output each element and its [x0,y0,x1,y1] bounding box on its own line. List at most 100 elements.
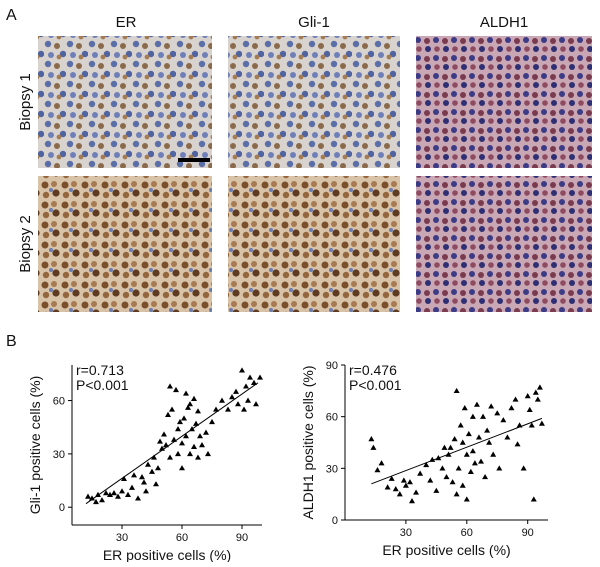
data-point [179,465,185,471]
data-point [181,415,187,421]
y-tick-label: 30 [326,463,338,475]
x-tick-label: 30 [116,532,128,544]
data-point [459,439,466,445]
data-point [209,418,215,425]
data-point [469,448,476,454]
data-point [173,386,179,393]
data-point [480,413,487,419]
data-point [534,396,541,402]
data-point [471,460,478,466]
data-point [488,403,495,409]
data-point [191,443,197,449]
data-point [441,444,448,450]
micrograph [228,176,400,312]
data-point [536,384,543,390]
data-point [384,484,391,490]
data-point [494,410,501,416]
scale-bar [178,158,210,162]
data-point [191,395,197,401]
data-point [400,477,407,483]
data-point [388,475,395,481]
y-tick-label: 0 [59,502,65,514]
data-point [368,436,375,442]
data-point [89,495,95,501]
annotation: r=0.476 [349,362,397,378]
data-point [413,489,420,495]
data-point [219,397,225,403]
data-point [185,404,191,410]
data-point [453,387,460,394]
micrograph [228,36,400,168]
data-point [243,383,249,389]
data-point [103,490,109,496]
data-point [179,440,185,446]
data-point [447,444,454,450]
x-tick-label: 30 [400,527,412,539]
annotation: r=0.713 [76,362,124,378]
data-point [473,401,480,407]
data-point [512,396,519,402]
data-point [469,413,476,419]
data-point [235,401,241,407]
data-point [257,374,263,380]
data-point [449,479,456,485]
y-tick-label: 0 [332,515,338,527]
micrograph [38,176,212,312]
data-point [374,467,381,473]
data-point [175,450,181,457]
data-point [461,405,468,411]
data-point [149,468,155,474]
data-point [119,488,125,494]
data-point [406,479,413,485]
data-point [167,383,173,389]
data-point [251,379,257,385]
data-point [408,498,415,504]
x-tick-label: 60 [461,527,473,539]
data-point [459,482,466,488]
micrograph [416,176,592,312]
data-point [233,388,239,394]
data-point [125,491,131,497]
fit-line [371,417,543,485]
data-point [175,426,181,432]
x-tick-label: 60 [176,532,188,544]
data-point [155,465,161,471]
column-header: ER [116,14,137,31]
data-point [500,417,507,423]
data-point [213,406,219,412]
data-point [528,422,535,428]
annotation: P<0.001 [349,377,402,393]
data-point [453,491,460,497]
row-label: Biopsy 1 [17,73,34,131]
data-point [451,436,458,442]
data-point [167,454,173,460]
y-tick-label: 60 [326,412,338,424]
data-point [532,389,539,395]
data-point [161,431,167,437]
y-axis-title: Gli-1 positive cells (%) [27,376,43,514]
data-point [183,433,189,439]
data-point [457,422,464,428]
data-point [241,406,247,412]
data-point [378,460,385,466]
data-point [538,420,545,426]
data-point [121,475,127,481]
data-point [482,473,489,480]
data-point [153,481,159,487]
column-header: Gli-1 [298,14,330,31]
data-point [93,498,99,505]
data-point [475,434,482,440]
data-point [135,495,141,501]
data-point [245,397,251,403]
data-point [193,420,199,426]
data-point [111,490,117,496]
data-point [396,491,403,497]
data-point [520,465,527,471]
data-point [463,496,470,502]
data-point [496,465,503,471]
data-point [205,450,211,457]
data-point [370,444,377,450]
data-point [183,390,189,396]
